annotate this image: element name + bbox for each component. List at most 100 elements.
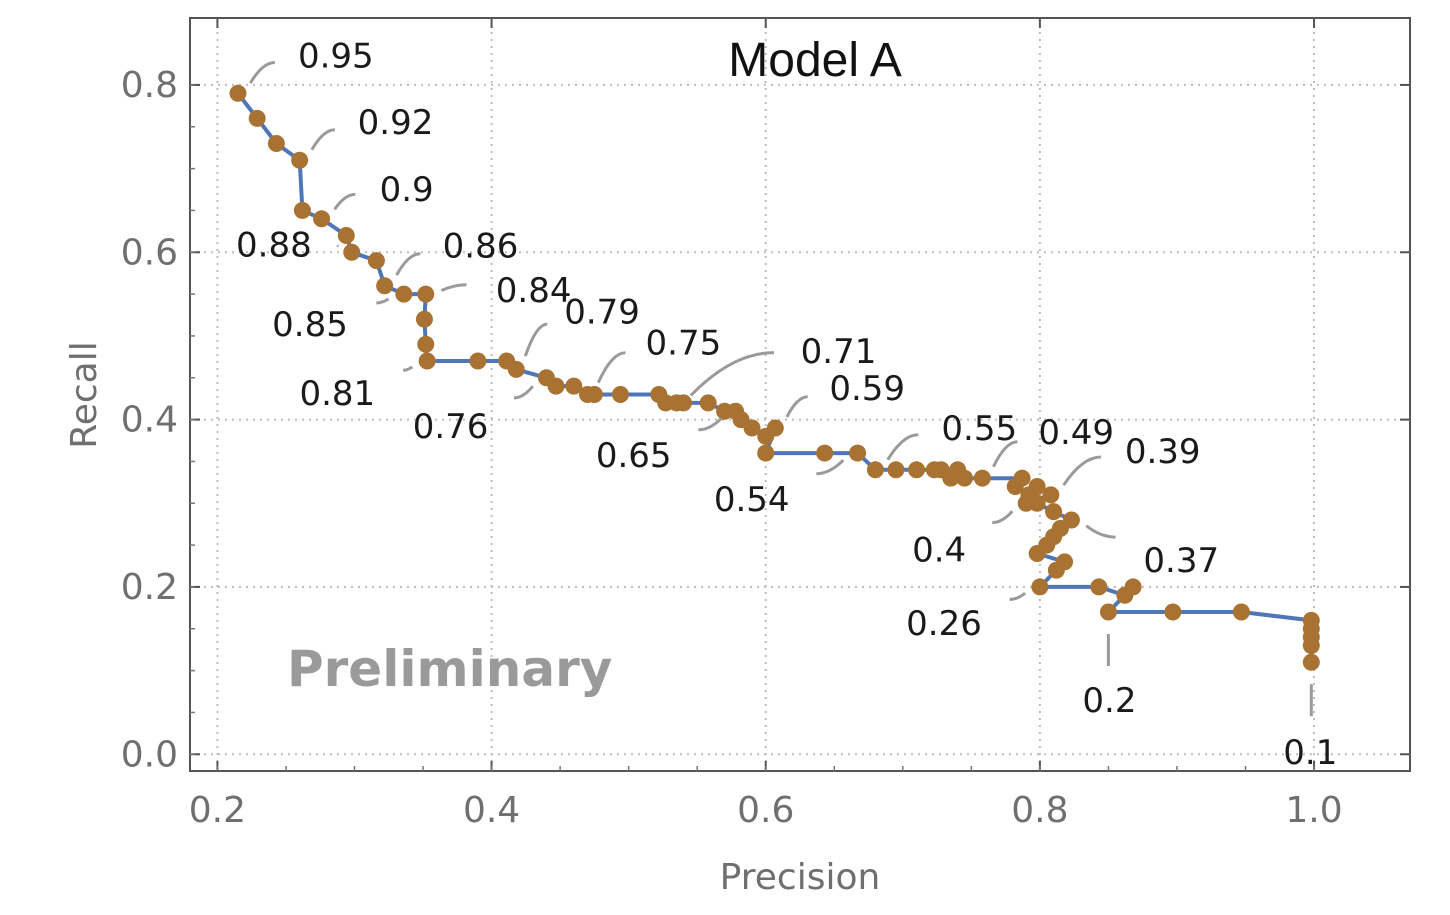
data-point [418,352,436,370]
x-tick-label: 0.6 [737,790,794,831]
data-point [229,84,247,102]
data-point [1232,603,1250,621]
x-tick-label: 1.0 [1285,790,1342,831]
plot-frame [189,17,1411,772]
data-point [565,377,583,395]
y-tick-label: 0.8 [121,65,178,106]
threshold-label: 0.59 [829,369,905,409]
annotation-leader [785,395,808,418]
threshold-label: 0.37 [1143,541,1219,581]
data-point [376,277,394,295]
threshold-label: 0.71 [801,332,877,372]
data-point [367,252,385,270]
annotation-leader [1009,591,1027,601]
annotation-leader [886,433,919,461]
annotation-leader [376,297,390,305]
data-point [973,469,991,487]
data-point [1028,478,1046,496]
data-point [674,394,692,412]
data-point [757,444,775,462]
threshold-label: 0.55 [941,409,1017,449]
threshold-label: 0.9 [380,170,434,210]
annotation-leader [513,385,534,400]
data-point [293,201,311,219]
x-tick-label: 0.2 [189,790,246,831]
annotation-leader [395,252,421,276]
data-point [1164,603,1182,621]
x-axis-label: Precision [720,857,881,898]
annotation-leader [336,244,339,248]
threshold-annotations: 0.95 0.92 0.9 0.88 0.86 0.85 0.84 0.81 0.79 0.76 0… [236,36,1337,773]
y-tick-label: 0.6 [121,232,178,273]
annotation-leader [440,283,467,292]
threshold-label: 0.26 [906,604,982,644]
data-point [1045,503,1063,521]
y-tick-label: 0.0 [121,734,178,775]
data-point [585,386,603,403]
data-point [849,444,867,462]
data-point [955,469,973,487]
annotation-leader [333,192,356,211]
data-point [611,386,629,403]
threshold-label: 0.75 [646,324,722,364]
threshold-label: 0.88 [236,225,312,265]
threshold-label: 0.49 [1038,413,1114,453]
data-point [1302,653,1320,671]
threshold-label: 0.79 [564,292,640,332]
data-point [908,461,926,479]
annotation-leader [992,440,1018,468]
data-point [1047,561,1065,579]
threshold-label: 0.1 [1283,733,1337,773]
x-tick-label: 0.4 [463,790,520,831]
data-point [1028,494,1046,512]
axis-ticks: 0.2 0.4 0.6 0.8 1.0 0.0 0.2 0.4 0.6 0.8 [121,18,1410,831]
annotation-leader [698,417,723,432]
data-point [766,419,784,437]
threshold-label: 0.86 [443,227,519,267]
data-point [816,444,834,462]
data-point [337,227,355,245]
annotation-leader [1085,524,1116,539]
annotation-leader [249,61,276,84]
threshold-label: 0.95 [298,36,374,76]
data-point [1090,578,1108,596]
data-point [866,461,884,479]
data-point [1006,478,1024,496]
data-point [248,109,266,127]
annotation-leaders [249,61,1313,717]
threshold-label: 0.81 [299,374,375,414]
threshold-label: 0.4 [912,530,966,570]
data-point [1042,486,1060,504]
data-point [291,151,309,169]
data-point [1302,637,1320,654]
annotation-leader [403,365,414,372]
data-point [469,352,487,370]
data-point [1124,578,1142,596]
y-axis-label: Recall [64,341,105,448]
data-point [417,285,435,303]
threshold-label: 0.92 [358,103,434,143]
data-point [343,243,361,261]
data-point [395,285,413,303]
y-tick-label: 0.4 [121,400,178,441]
preliminary-watermark: Preliminary [287,640,612,698]
y-tick-label: 0.2 [121,567,178,608]
data-point [507,360,525,378]
data-point [415,310,433,328]
annotation-leader [523,322,548,357]
data-point [887,461,905,479]
data-point [1028,544,1046,562]
data-point [313,210,331,228]
threshold-label: 0.54 [714,480,790,520]
grid [190,18,1410,771]
threshold-label: 0.76 [413,407,489,447]
annotation-leader [310,128,336,151]
annotation-leader [1062,455,1102,487]
data-point [699,394,717,412]
annotation-leader [596,351,626,384]
threshold-label: 0.85 [272,305,348,345]
data-points [229,84,1320,671]
annotation-leader [689,351,775,397]
annotation-leader [992,510,1014,524]
